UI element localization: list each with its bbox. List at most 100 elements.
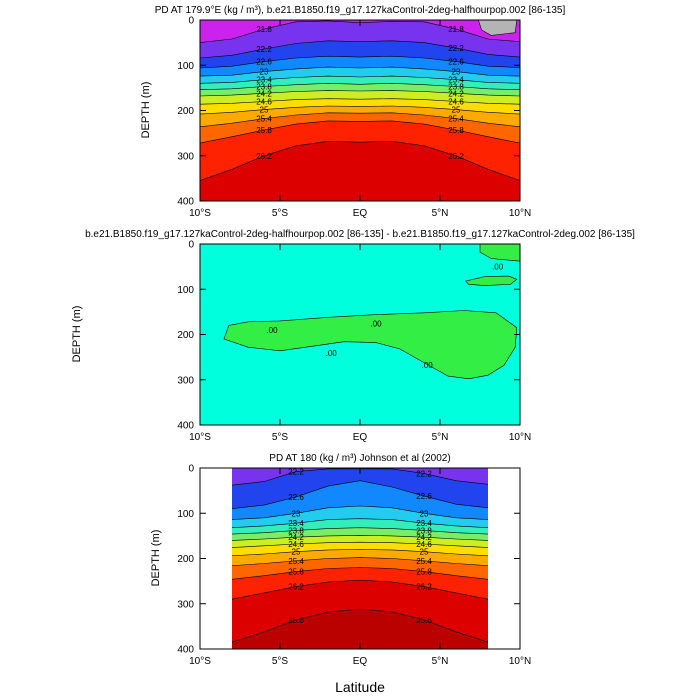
x-tick-label: 5°N: [432, 208, 449, 219]
contour-line: [231, 518, 489, 528]
contour-label: 23.8: [256, 83, 272, 92]
x-tick-label: 10°N: [509, 432, 531, 443]
x-tick-label: 5°S: [272, 432, 289, 443]
contour-label: 26.2: [288, 583, 304, 592]
contour-label: 25: [260, 106, 269, 115]
contour-line: [200, 82, 520, 90]
contour-label: 26.6: [416, 616, 432, 625]
contour-label: 23: [292, 509, 301, 518]
x-tick-label: 10°S: [189, 656, 211, 667]
contour-label: .00: [326, 349, 338, 358]
contour-label: 23.4: [288, 519, 304, 528]
contour-label: 25.8: [288, 568, 304, 577]
figure-x-label: Latitude: [335, 679, 385, 695]
contour-line: [231, 505, 489, 520]
contour-line: [231, 541, 489, 548]
contour-label: 25.8: [256, 126, 272, 135]
contour-label: 24.2: [256, 89, 272, 98]
contour-label: 22.2: [416, 469, 432, 478]
contour-label: 21.8: [256, 25, 272, 34]
x-tick-label: EQ: [353, 656, 368, 667]
panel-difference-field: .00 .00 .00 .00 .00: [200, 244, 520, 425]
density-band: [232, 468, 488, 486]
y-tick-label: 100: [177, 285, 194, 296]
y-tick-label: 0: [188, 16, 194, 27]
contour-line: [231, 608, 489, 643]
y-tick-label: 200: [177, 554, 194, 565]
density-band: [200, 20, 520, 58]
contour-label: 23: [452, 68, 461, 77]
contour-label: 25.4: [448, 115, 464, 124]
contour-label: 22.2: [448, 44, 464, 53]
small-right-region: [465, 275, 518, 286]
contour-line: [200, 112, 520, 128]
contour-label: 23.4: [448, 76, 464, 85]
contour-label: 25.8: [448, 126, 464, 135]
density-band: [232, 468, 488, 509]
contour-label: 25: [420, 548, 429, 557]
x-tick-label: 10°N: [509, 208, 531, 219]
y-tick-label: 400: [177, 197, 194, 208]
x-tick-label: EQ: [353, 432, 368, 443]
contour-label: 25.8: [416, 568, 432, 577]
main-positive-region: [223, 310, 518, 380]
contour-label: .00: [492, 262, 504, 271]
contour-label: 22.6: [256, 58, 272, 67]
contour-label: 24.6: [288, 540, 304, 549]
contour-label: 23: [420, 509, 429, 518]
contour-line: [200, 98, 520, 105]
panel-model-density-axes: 10°S 5°S EQ 5°N 10°N 0 100 200 300 400: [177, 16, 531, 220]
contour-label: 23.8: [416, 526, 432, 535]
x-tick-label: 10°S: [189, 208, 211, 219]
contour-label: 22.6: [448, 58, 464, 67]
panel-difference: b.e21.B1850.f19_g17.127kaControl-2deg-ha…: [71, 229, 635, 443]
upper-right-region: [479, 244, 520, 262]
contour-line: [200, 140, 520, 181]
x-tick-label: 10°N: [509, 656, 531, 667]
y-tick-label: 100: [177, 61, 194, 72]
contour-line: [200, 120, 520, 144]
y-tick-label: 200: [177, 106, 194, 117]
contour-line: [200, 66, 520, 77]
contour-label: 24.6: [416, 540, 432, 549]
x-tick-label: 5°S: [272, 656, 289, 667]
contour-label: 24.2: [448, 89, 464, 98]
contour-label: 25.4: [288, 557, 304, 566]
contour-line: [231, 535, 489, 541]
contour-label: 26.2: [416, 583, 432, 592]
contour-label: 23.8: [288, 526, 304, 535]
contour-line: [200, 105, 520, 115]
contour-label: 22.2: [288, 468, 304, 477]
contour-label: 23.4: [416, 519, 432, 528]
contour-label: 25: [292, 548, 301, 557]
x-tick-label: 5°N: [432, 656, 449, 667]
contour-label: 25: [452, 106, 461, 115]
y-tick-label: 400: [177, 645, 194, 656]
contour-line: [231, 480, 489, 509]
contour-label: 24.6: [448, 98, 464, 107]
contour-label: .00: [266, 326, 278, 335]
contour-label: 23.4: [256, 76, 272, 85]
y-tick-label: 0: [188, 464, 194, 475]
contour-label: .00: [422, 361, 434, 370]
contour-line: [231, 579, 489, 600]
contour-label: 24.6: [256, 98, 272, 107]
x-tick-label: 5°S: [272, 208, 289, 219]
panel-difference-axes: 10°S 5°S EQ 5°N 10°N 0 100 200 300 400: [177, 240, 531, 444]
contour-label: 25.4: [416, 557, 432, 566]
contour-line: [231, 527, 489, 535]
contour-label: 22.2: [256, 45, 272, 54]
contour-label: 24.2: [288, 533, 304, 542]
contour-label: 22.6: [288, 493, 304, 502]
panel-difference-y-label: DEPTH (m): [71, 306, 83, 363]
panel-johnson-density-title: PD AT 180 (kg / m³) Johnson et al (2002): [269, 453, 450, 464]
contour-label: 26.2: [256, 152, 272, 161]
contour-line: [200, 90, 520, 97]
panel-model-density: PD AT 179.9°E (kg / m³), b.e21.B1850.f19…: [140, 5, 565, 219]
x-tick-label: 10°S: [189, 432, 211, 443]
contour-line: [200, 40, 520, 59]
y-tick-label: 300: [177, 599, 194, 610]
